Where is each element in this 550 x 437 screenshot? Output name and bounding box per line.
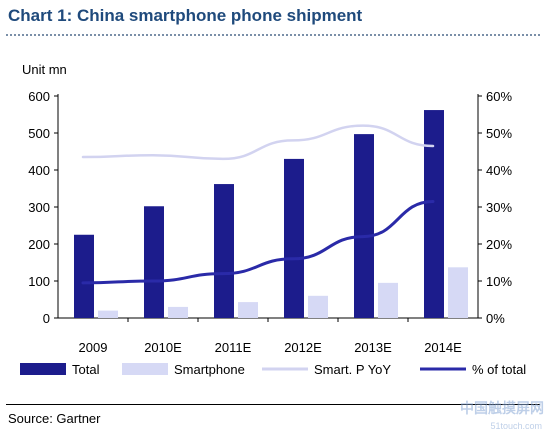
- bars: [74, 110, 468, 318]
- left-tick-label: 300: [28, 200, 50, 215]
- legend: Total Smartphone Smart. P YoY % of total: [20, 362, 526, 377]
- bar-smartphone: [378, 282, 398, 318]
- bar-smartphone: [448, 267, 468, 318]
- right-tick-label: 60%: [486, 89, 512, 104]
- x-tick-label: 2009: [79, 340, 108, 355]
- right-tick-label: 0%: [486, 311, 505, 326]
- source-divider: [6, 404, 540, 405]
- bar-smartphone: [308, 295, 328, 318]
- left-tick-label: 400: [28, 163, 50, 178]
- watermark-logo: 中国触摸屏网: [460, 400, 544, 416]
- left-axis-ticks: 0 100 200 300 400 500 600: [28, 89, 58, 326]
- bar-smartphone: [168, 306, 188, 318]
- left-tick-label: 500: [28, 126, 50, 141]
- bar-total: [144, 206, 164, 318]
- legend-label--of-total: % of total: [472, 362, 526, 377]
- right-tick-label: 30%: [486, 200, 512, 215]
- bar-total: [424, 110, 444, 318]
- lines: [81, 124, 435, 285]
- bar-total: [284, 158, 304, 318]
- left-tick-label: 600: [28, 89, 50, 104]
- x-tick-label: 2012E: [284, 340, 322, 355]
- x-tick-label: 2013E: [354, 340, 392, 355]
- bar-total: [354, 134, 374, 318]
- bar-smartphone: [98, 310, 118, 318]
- legend-label-total: Total: [72, 362, 100, 377]
- legend-swatch-smartphone: [122, 363, 168, 375]
- left-tick-label: 200: [28, 237, 50, 252]
- legend-label-smartphone: Smartphone: [174, 362, 245, 377]
- unit-label: Unit mn: [22, 62, 67, 77]
- left-tick-label: 0: [43, 311, 50, 326]
- bar-total: [214, 184, 234, 318]
- line--of-total: [81, 199, 435, 285]
- legend-label-smart-p-yoy: Smart. P YoY: [314, 362, 391, 377]
- right-tick-label: 10%: [486, 274, 512, 289]
- x-axis-ticks: 2009 2010E 2011E 2012E 2013E 2014E: [79, 318, 462, 355]
- x-tick-label: 2014E: [424, 340, 462, 355]
- right-tick-label: 40%: [486, 163, 512, 178]
- bar-total: [74, 234, 94, 318]
- watermark-url: 51touch.com: [490, 421, 542, 431]
- source-note: Source: Gartner: [8, 411, 101, 426]
- x-tick-label: 2011E: [215, 340, 252, 355]
- x-tick-label: 2010E: [144, 340, 182, 355]
- chart-title: Chart 1: China smartphone phone shipment: [8, 6, 363, 25]
- bar-smartphone: [238, 302, 258, 318]
- right-axis-ticks: 0% 10% 20% 30% 40% 50% 60%: [478, 89, 512, 326]
- left-tick-label: 100: [28, 274, 50, 289]
- shipment-chart: Unit mn 0 100 200 300 400 500 600 0% 10% 20% 30% 4…: [20, 62, 526, 377]
- legend-swatch-total: [20, 363, 66, 375]
- right-tick-label: 50%: [486, 126, 512, 141]
- line-smart-p-yoy: [81, 124, 435, 161]
- right-tick-label: 20%: [486, 237, 512, 252]
- title-divider: [6, 34, 540, 36]
